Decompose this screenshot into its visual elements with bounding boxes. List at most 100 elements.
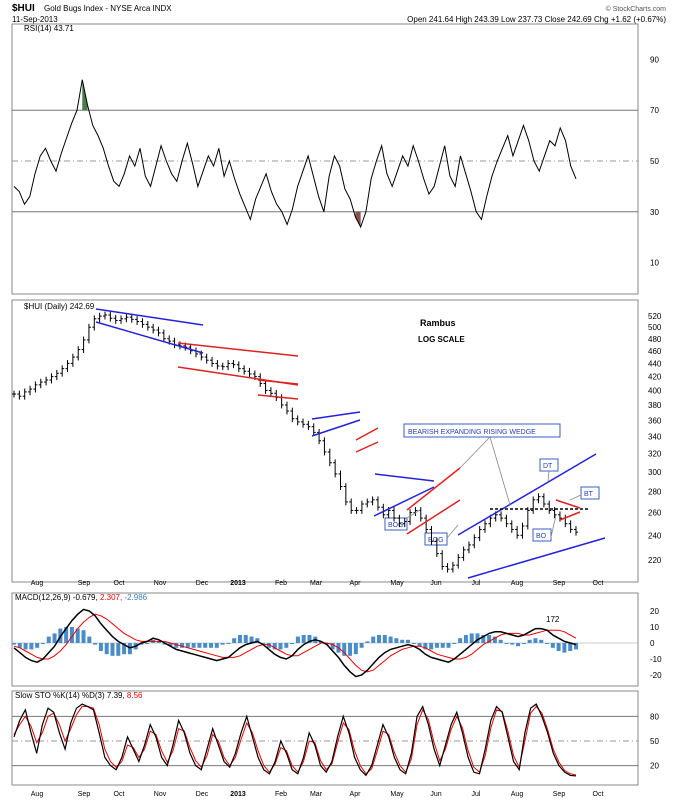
macd-histogram-bar — [110, 643, 115, 656]
annotation-box-bt — [580, 486, 600, 500]
annotation-rambus: Rambus — [420, 318, 456, 328]
macd-histogram-bar — [40, 643, 45, 644]
macd-histogram-bar — [394, 638, 399, 643]
macd-histogram-bar — [46, 636, 51, 643]
header-name: Gold Bugs Index - NYSE Arca INDX — [44, 4, 172, 13]
annotation-log-scale: LOG SCALE — [418, 335, 465, 344]
macd-histogram-bar — [348, 643, 353, 656]
price-y-tick-480: 480 — [648, 335, 662, 344]
macd-histogram-bar — [127, 643, 132, 655]
macd-histogram-bar — [498, 639, 503, 643]
macd-histogram-bar — [87, 636, 92, 643]
price-y-tick-240: 240 — [648, 531, 662, 540]
wedge-pointer-0 — [459, 436, 491, 469]
price-trendline-9 — [355, 441, 379, 453]
price-y-tick-280: 280 — [648, 488, 662, 497]
sto-y-tick-50: 50 — [650, 737, 659, 746]
sto-x-tick-mar: Mar — [310, 791, 323, 798]
sto-x-tick-sep: Sep — [553, 791, 566, 798]
macd-histogram-bar — [69, 627, 74, 643]
price-trendline-0 — [95, 308, 204, 326]
price-y-tick-260: 260 — [648, 509, 662, 518]
price-x-tick-nov: Nov — [154, 580, 167, 587]
price-trendline-7 — [311, 419, 361, 437]
macd-histogram-bar — [12, 643, 16, 645]
price-x-tick-aug: Aug — [31, 580, 44, 587]
macd-histogram-bar — [174, 643, 179, 648]
macd-histogram-bar — [75, 628, 80, 643]
macd-histogram-bar — [527, 639, 532, 643]
rsi-y-tick-90: 90 — [650, 55, 659, 64]
annotation-pointer-2 — [550, 514, 557, 538]
macd-histogram-bar — [208, 643, 213, 648]
macd-histogram-bar — [463, 635, 468, 643]
sto-k-value: 7.39, — [107, 691, 125, 700]
price-y-tick-220: 220 — [648, 556, 662, 565]
price-x-tick-jun: Jun — [430, 580, 441, 587]
macd-histogram-bar — [533, 638, 538, 643]
price-trendline-6 — [311, 411, 361, 420]
macd-histogram-bar — [64, 627, 69, 643]
price-y-tick-500: 500 — [648, 323, 662, 332]
annotation-box-wedge — [403, 423, 561, 438]
macd-histogram-bar — [330, 643, 335, 650]
macd-histogram-bar — [226, 643, 231, 644]
rsi-line — [13, 79, 577, 229]
macd-histogram-bar — [220, 643, 225, 645]
macd-histogram-bar — [550, 643, 555, 648]
header-symbol: $HUI — [12, 3, 35, 14]
macd-signal-value: 2.307, — [100, 593, 122, 602]
annotation-wedge: BEARISH EXPANDING RISING WEDGE — [408, 429, 536, 436]
sto-y-tick-20: 20 — [650, 762, 659, 771]
macd-histogram-bar — [516, 643, 521, 647]
macd-histogram-bar — [521, 643, 526, 644]
price-title: $HUI (Daily) 242.69 — [24, 302, 95, 311]
rsi-y-tick-70: 70 — [650, 106, 659, 115]
price-x-tick-oct: Oct — [593, 580, 604, 587]
annotation-pointer-0 — [406, 509, 421, 519]
macd-line — [13, 608, 577, 678]
sto-x-tick-sep: Sep — [78, 791, 91, 798]
macd-histogram-bar — [539, 639, 544, 643]
macd-histogram-bar — [353, 643, 358, 655]
macd-histogram-bar — [122, 643, 127, 655]
rsi-y-tick-50: 50 — [650, 157, 659, 166]
sto-x-tick-may: May — [390, 791, 404, 798]
price-x-tick-2013: 2013 — [230, 580, 246, 587]
macd-histogram-bar — [197, 643, 202, 648]
macd-histogram-bar — [168, 643, 173, 647]
macd-histogram-bar — [492, 636, 497, 643]
price-x-tick-feb: Feb — [275, 580, 287, 587]
header-date: 11-Sep-2013 — [12, 15, 58, 24]
price-y-tick-320: 320 — [648, 450, 662, 459]
price-trendline-16 — [555, 499, 581, 509]
macd-histogram-bar — [290, 643, 295, 644]
macd-histogram-bar — [232, 638, 237, 643]
macd-histogram-bar — [359, 643, 364, 648]
price-trendline-1 — [95, 321, 204, 354]
price-x-tick-apr: Apr — [350, 580, 362, 587]
macd-histogram-bar — [81, 630, 86, 643]
price-y-tick-460: 460 — [648, 347, 662, 356]
wedge-pointer-1 — [489, 436, 511, 506]
macd-histogram-bar — [145, 643, 150, 644]
macd-histogram-bar — [382, 635, 387, 643]
sto-x-tick-nov: Nov — [154, 791, 167, 798]
macd-histogram-bar — [295, 636, 300, 643]
macd-histogram-bar — [255, 638, 260, 643]
macd-histogram-bar — [475, 633, 480, 643]
rsi-y-tick-10: 10 — [650, 259, 659, 268]
macd-title: MACD(12,26,9) -0.679, 2.307, -2.986 — [15, 593, 148, 602]
macd-histogram-bar — [458, 638, 463, 643]
macd-histogram-bar — [568, 643, 573, 651]
macd-histogram-bar — [446, 643, 451, 648]
price-y-tick-300: 300 — [648, 468, 662, 477]
macd-histogram-bar — [185, 643, 190, 648]
macd-histogram-bar — [52, 633, 57, 643]
price-x-tick-aug: Aug — [511, 580, 524, 587]
macd-histogram-bar — [440, 643, 445, 648]
price-trendline-17 — [559, 511, 581, 521]
annotation-box-bog2 — [424, 532, 448, 546]
macd-y-tick-20: 20 — [650, 607, 659, 616]
macd-histogram-bar — [574, 643, 578, 650]
